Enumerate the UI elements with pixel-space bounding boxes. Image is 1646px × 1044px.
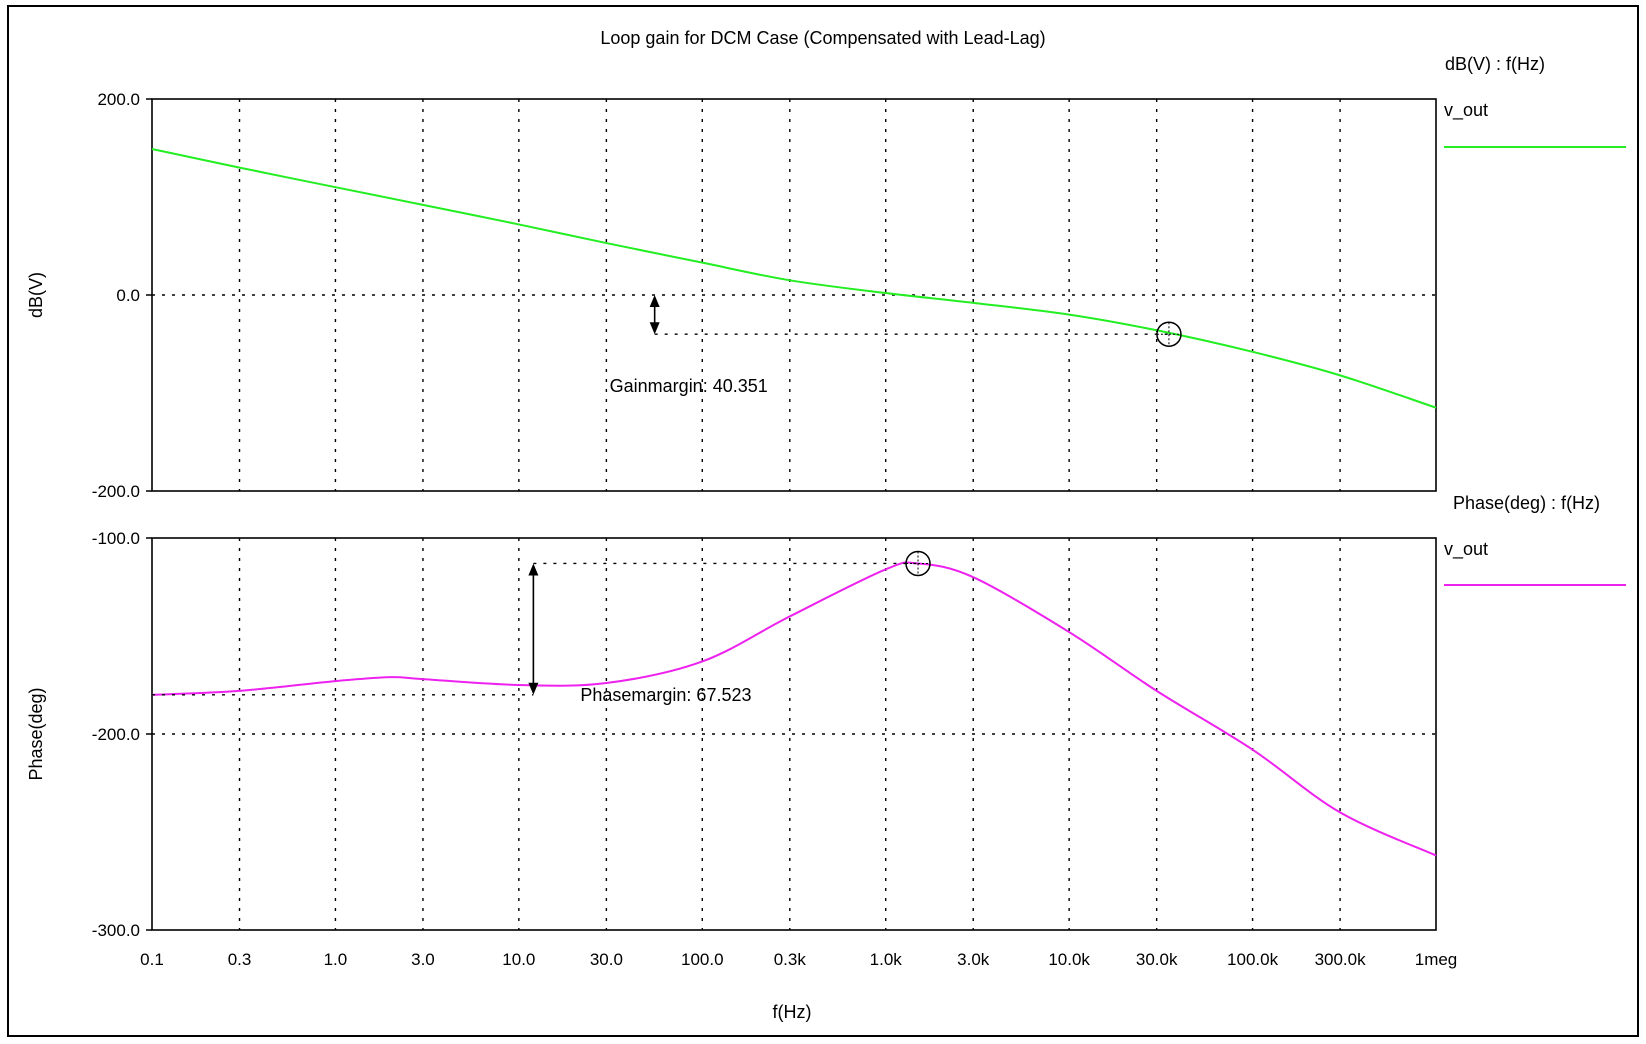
y-tick-label: -200.0 — [92, 725, 140, 744]
legend-title: Phase(deg) : f(Hz) — [1453, 493, 1600, 513]
x-tick-label: 100.0 — [681, 950, 724, 969]
outer-border — [7, 5, 1639, 1037]
legend-entry-label: v_out — [1444, 100, 1488, 121]
x-tick-label: 0.1 — [140, 950, 164, 969]
x-tick-label: 1.0k — [870, 950, 903, 969]
y-tick-label: 0.0 — [116, 286, 140, 305]
x-tick-label: 3.0k — [957, 950, 990, 969]
panel-2: -100.0 -200.0 -300.0 Phase(deg) Phasemargin:… — [26, 493, 1626, 940]
chart-title: Loop gain for DCM Case (Compensated with… — [600, 28, 1045, 48]
x-tick-label: 10.0k — [1048, 950, 1090, 969]
series-line-v_out — [151, 561, 1437, 857]
margin-arrow-head — [528, 563, 539, 576]
legend-title: dB(V) : f(Hz) — [1445, 54, 1545, 74]
margin-arrow-head — [649, 295, 660, 307]
x-tick-label: 1meg — [1415, 950, 1458, 969]
y-tick-label: -200.0 — [92, 482, 140, 501]
y-tick-label: 200.0 — [97, 90, 140, 109]
y-tick-label: -100.0 — [92, 529, 140, 548]
x-tick-label: 30.0k — [1136, 950, 1178, 969]
x-tick-label: 300.0k — [1315, 950, 1367, 969]
series-line-v_out — [151, 148, 1437, 409]
x-tick-label: 30.0 — [590, 950, 623, 969]
x-axis-label: f(Hz) — [773, 1002, 812, 1022]
margin-arrow-head — [649, 322, 660, 335]
panel-1: 200.0 0.0 -200.0 dB(V) Gainmargin: 40.351 dB(… — [26, 54, 1626, 501]
margin-label: Gainmargin: 40.351 — [610, 376, 768, 396]
x-tick-label: 0.3 — [228, 950, 252, 969]
x-tick-label: 100.0k — [1227, 950, 1279, 969]
margin-arrow-head — [528, 682, 539, 695]
y-tick-label: -300.0 — [92, 921, 140, 940]
y-axis-label: dB(V) — [26, 272, 46, 318]
x-tick-label: 10.0 — [502, 950, 535, 969]
legend-entry-label: v_out — [1444, 539, 1488, 560]
x-tick-label: 1.0 — [324, 950, 348, 969]
x-tick-label: 3.0 — [411, 950, 435, 969]
y-axis-label: Phase(deg) — [26, 687, 46, 780]
x-tick-label: 0.3k — [774, 950, 807, 969]
margin-label: Phasemargin: 67.523 — [580, 685, 751, 705]
